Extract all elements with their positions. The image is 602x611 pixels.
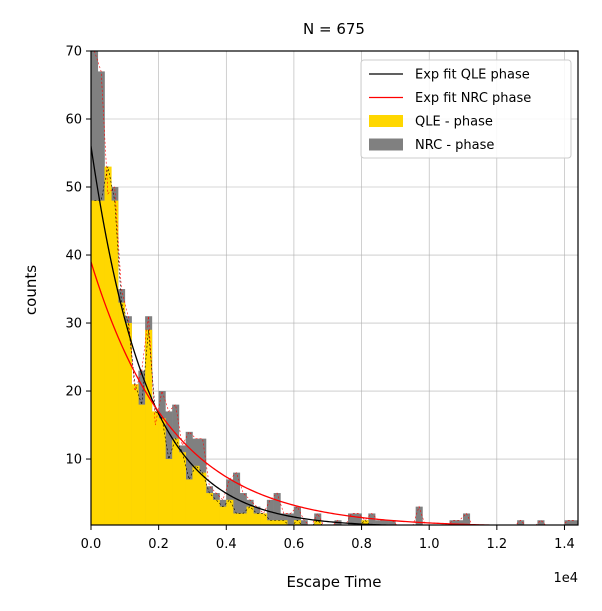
histogram-bar bbox=[138, 404, 146, 525]
qle-fit-line bbox=[91, 146, 405, 525]
histogram-bar bbox=[273, 493, 281, 525]
histogram-bar bbox=[354, 513, 362, 525]
chart-title: N = 675 bbox=[303, 20, 365, 38]
histogram-bar bbox=[381, 520, 389, 525]
histogram-bar bbox=[118, 302, 126, 525]
histogram-bar bbox=[192, 465, 200, 525]
histogram-bar bbox=[131, 384, 139, 525]
y-tick-label: 50 bbox=[65, 181, 82, 196]
histogram-bar bbox=[314, 513, 322, 525]
nrc-outline bbox=[94, 51, 575, 525]
histogram-bar bbox=[246, 506, 254, 525]
x-tick-label: 1.0 bbox=[419, 537, 440, 552]
y-tick-label: 10 bbox=[65, 453, 82, 468]
histogram-bar bbox=[233, 513, 241, 525]
histogram-bar bbox=[185, 431, 193, 525]
histogram-bar bbox=[219, 506, 227, 525]
histogram-bar bbox=[314, 520, 322, 525]
histogram-bar bbox=[172, 438, 180, 525]
histogram-bar bbox=[239, 513, 247, 525]
histogram-bar bbox=[165, 459, 173, 525]
legend-label: QLE - phase bbox=[415, 115, 493, 130]
legend-label: Exp fit QLE phase bbox=[415, 68, 530, 83]
y-tick-label: 30 bbox=[65, 317, 82, 332]
histogram-bar bbox=[145, 329, 153, 525]
x-tick-label: 1.4 bbox=[554, 537, 575, 552]
x-tick-label: 0.8 bbox=[351, 537, 372, 552]
histogram-bar bbox=[280, 513, 288, 525]
histogram-bar bbox=[449, 520, 457, 525]
x-axis-offset-label: 1e4 bbox=[553, 571, 578, 586]
histogram-bar bbox=[212, 499, 220, 525]
histogram-bar bbox=[205, 493, 214, 525]
x-axis-label: Escape Time bbox=[287, 573, 382, 591]
legend: Exp fit QLE phase Exp fit NRC phase QLE - … bbox=[360, 59, 572, 159]
histogram-bar bbox=[348, 513, 356, 525]
histogram-bar bbox=[97, 200, 105, 525]
x-tick-label: 0.6 bbox=[284, 537, 305, 552]
y-axis-label: counts bbox=[22, 265, 40, 315]
qle-bars bbox=[91, 166, 369, 525]
histogram-bar bbox=[158, 418, 166, 525]
histogram-bar bbox=[287, 513, 295, 525]
histogram-bar bbox=[266, 520, 274, 525]
histogram-bar bbox=[151, 411, 159, 525]
nrc-fit-line bbox=[91, 261, 518, 525]
x-tick-label: 0.4 bbox=[216, 537, 237, 552]
axes-frame bbox=[90, 50, 579, 526]
histogram-bar bbox=[517, 520, 525, 525]
histogram-bar bbox=[293, 520, 301, 525]
legend-box bbox=[360, 59, 572, 159]
histogram-bar bbox=[111, 200, 119, 525]
histogram-bar bbox=[253, 513, 261, 525]
y-tick-label: 60 bbox=[65, 113, 82, 128]
histogram-bar bbox=[293, 506, 301, 525]
histogram-bar bbox=[375, 520, 383, 525]
histogram-bar bbox=[104, 166, 112, 525]
histogram-bar bbox=[260, 513, 268, 525]
x-tick-label: 0.2 bbox=[148, 537, 169, 552]
histogram-bar bbox=[226, 499, 234, 525]
histogram-bar bbox=[537, 520, 545, 525]
y-tick-label: 70 bbox=[65, 45, 82, 60]
legend-label: Exp fit NRC phase bbox=[415, 91, 531, 106]
histogram-bar bbox=[273, 520, 281, 525]
histogram-bar bbox=[300, 520, 308, 525]
legend-patch-swatch bbox=[369, 115, 403, 127]
histogram-bar bbox=[571, 520, 578, 525]
histogram-bar bbox=[280, 520, 288, 525]
histogram-bar bbox=[124, 323, 132, 525]
histogram-bar bbox=[361, 520, 369, 525]
x-tick-label: 0.0 bbox=[81, 537, 102, 552]
histogram-bar bbox=[266, 499, 274, 525]
histogram-bar bbox=[185, 479, 193, 525]
y-axis-ticks: 10 20 30 40 50 60 70 bbox=[65, 45, 91, 468]
histogram-bar bbox=[463, 513, 471, 525]
x-axis-ticks: 0.0 0.2 0.4 0.6 0.8 1.0 1.2 1.4 bbox=[81, 525, 575, 552]
histogram-bar bbox=[239, 493, 247, 525]
legend-patch-swatch bbox=[369, 138, 403, 151]
histogram-bar bbox=[564, 520, 572, 525]
histogram-bar bbox=[199, 472, 207, 525]
histogram-bar bbox=[415, 506, 423, 525]
plot-area bbox=[91, 51, 578, 525]
histogram-bar bbox=[91, 200, 99, 525]
x-tick-label: 1.2 bbox=[486, 537, 507, 552]
histogram-bar bbox=[178, 452, 186, 525]
legend-label: NRC - phase bbox=[415, 138, 494, 153]
y-tick-label: 40 bbox=[65, 249, 82, 264]
y-tick-label: 20 bbox=[65, 385, 82, 400]
histogram-bar bbox=[388, 520, 396, 525]
histogram-bar bbox=[456, 520, 464, 525]
